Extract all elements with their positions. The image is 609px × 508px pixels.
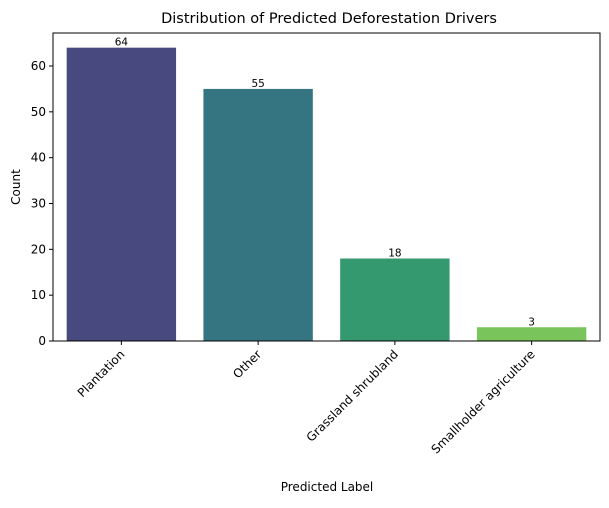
chart-title: Distribution of Predicted Deforestation … [161,11,497,27]
bar-value-labels: 64 55 18 3 [115,37,535,329]
y-tick-label: 30 [31,197,46,211]
y-tick-label: 0 [38,334,46,348]
y-tick-label: 20 [31,242,46,256]
y-tick-label: 50 [31,105,46,119]
x-tick-label: Grassland shrubland [304,347,401,444]
x-axis-label: Predicted Label [281,480,374,494]
y-axis: 0 10 20 30 40 50 60 [31,59,53,348]
bar [203,88,313,342]
x-tick-label: Other [230,347,264,381]
bar [476,327,587,341]
bar-value-label: 3 [528,316,535,328]
bar [66,47,177,342]
y-tick-label: 10 [31,288,46,302]
bar-value-label: 18 [388,248,401,260]
x-tick-label: Plantation [75,347,128,400]
y-tick-label: 40 [31,151,46,165]
bars-group [66,47,587,342]
bar [340,258,450,341]
x-tick-label: Smallholder agriculture [428,347,537,456]
x-axis: Plantation Other Grassland shrubland Smallh… [75,341,538,456]
y-axis-label: Count [9,169,23,205]
bar-value-label: 64 [115,37,129,49]
bar-value-label: 55 [251,78,264,90]
y-tick-label: 60 [31,59,46,73]
plot-frame [52,32,601,342]
